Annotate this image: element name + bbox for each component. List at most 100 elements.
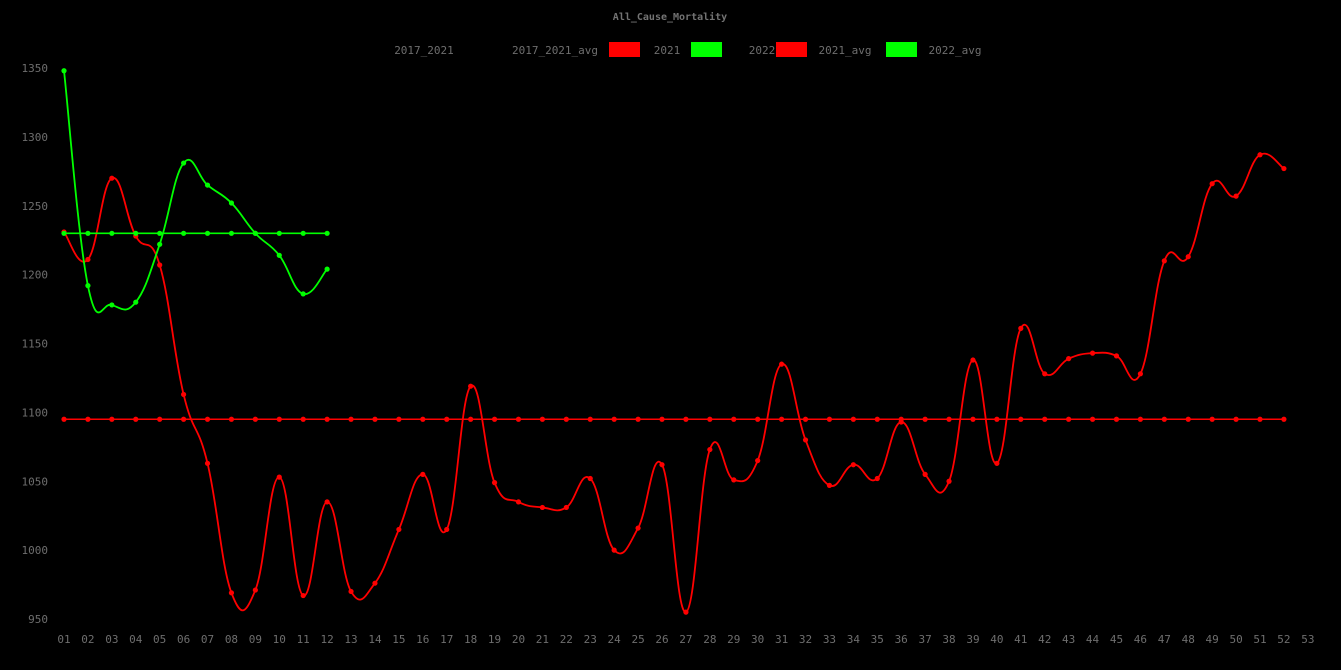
legend-swatch-2021_avg (776, 42, 807, 57)
x-tick-03: 03 (105, 633, 118, 646)
data-point (61, 68, 67, 74)
data-point (874, 416, 880, 422)
data-point (85, 416, 91, 422)
x-tick-53: 53 (1301, 633, 1314, 646)
data-point (611, 547, 617, 553)
legend-swatch-2022 (691, 42, 722, 57)
data-point (300, 416, 306, 422)
data-point (898, 416, 904, 422)
data-point (181, 230, 187, 236)
x-tick-22: 22 (560, 633, 573, 646)
data-point (228, 230, 235, 236)
data-point (61, 230, 67, 236)
data-point (276, 252, 282, 258)
x-tick-47: 47 (1158, 633, 1171, 646)
data-point (181, 391, 187, 398)
legend-label-2021_avg: 2021_avg (819, 44, 872, 57)
x-tick-52: 52 (1277, 633, 1290, 646)
data-point (1089, 416, 1096, 422)
data-point (1018, 325, 1024, 331)
data-point (444, 526, 450, 533)
data-point (707, 446, 713, 453)
x-tick-07: 07 (201, 633, 214, 646)
data-point (157, 262, 163, 268)
x-tick-35: 35 (871, 633, 884, 646)
data-point (1161, 416, 1167, 422)
data-point (1257, 152, 1263, 158)
y-tick-1100: 1100 (22, 406, 49, 419)
x-tick-43: 43 (1062, 633, 1075, 646)
data-point (970, 357, 976, 363)
data-point (826, 416, 833, 422)
data-point (1042, 371, 1048, 377)
data-point (324, 499, 330, 505)
x-tick-02: 02 (81, 633, 94, 646)
data-point (300, 230, 306, 236)
x-tick-15: 15 (392, 633, 405, 646)
x-tick-41: 41 (1014, 633, 1027, 646)
data-point (1018, 416, 1024, 422)
data-point (85, 256, 91, 263)
x-tick-06: 06 (177, 633, 190, 646)
x-tick-13: 13 (344, 633, 357, 646)
x-tick-37: 37 (918, 633, 931, 646)
x-tick-44: 44 (1086, 633, 1100, 646)
data-point (515, 416, 522, 422)
y-tick-1350: 1350 (22, 62, 49, 75)
y-tick-1050: 1050 (22, 475, 49, 488)
x-tick-40: 40 (990, 633, 1003, 646)
x-tick-08: 08 (225, 633, 238, 646)
data-point (802, 437, 809, 443)
data-point (348, 588, 354, 595)
x-tick-48: 48 (1182, 633, 1195, 646)
y-tick-1000: 1000 (22, 544, 49, 557)
data-point (563, 416, 569, 422)
data-point (1209, 181, 1215, 187)
x-tick-19: 19 (488, 633, 501, 646)
series-2022_avg (61, 230, 330, 236)
data-point (491, 480, 498, 486)
data-point (157, 230, 163, 236)
x-tick-34: 34 (847, 633, 861, 646)
data-point (611, 416, 617, 422)
x-tick-21: 21 (536, 633, 549, 646)
data-point (731, 416, 737, 422)
x-tick-17: 17 (440, 633, 453, 646)
data-point (707, 416, 713, 422)
data-point (515, 499, 522, 505)
x-tick-31: 31 (775, 633, 788, 646)
data-point (228, 200, 235, 206)
data-point (109, 416, 115, 422)
data-point (922, 416, 928, 422)
x-tick-33: 33 (823, 633, 836, 646)
x-tick-30: 30 (751, 633, 764, 646)
data-point (420, 471, 426, 477)
data-point (468, 383, 474, 389)
data-point (324, 230, 330, 236)
x-tick-12: 12 (320, 633, 333, 646)
data-point (1233, 193, 1239, 199)
legend-label-2021: 2021 (654, 44, 681, 57)
data-point (635, 525, 641, 531)
data-point (850, 416, 856, 422)
x-tick-18: 18 (464, 633, 477, 646)
data-point (444, 416, 450, 422)
series-2021_avg (61, 416, 1287, 422)
data-point (61, 416, 67, 422)
data-point (372, 580, 378, 586)
data-point (539, 416, 546, 422)
data-point (1066, 416, 1072, 422)
data-point (204, 182, 211, 188)
y-tick-1300: 1300 (22, 131, 49, 144)
data-point (755, 416, 761, 422)
data-point (731, 477, 737, 483)
data-point (181, 416, 187, 422)
data-point (755, 457, 761, 464)
data-point (922, 471, 928, 477)
x-tick-14: 14 (368, 633, 382, 646)
chart-legend: 2017_2021 2017_2021_avg 2021 2022 2021_avg 20… (394, 42, 981, 57)
legend-label-2022: 2022 (749, 44, 776, 57)
y-tick-1150: 1150 (22, 338, 49, 351)
x-tick-20: 20 (512, 633, 525, 646)
